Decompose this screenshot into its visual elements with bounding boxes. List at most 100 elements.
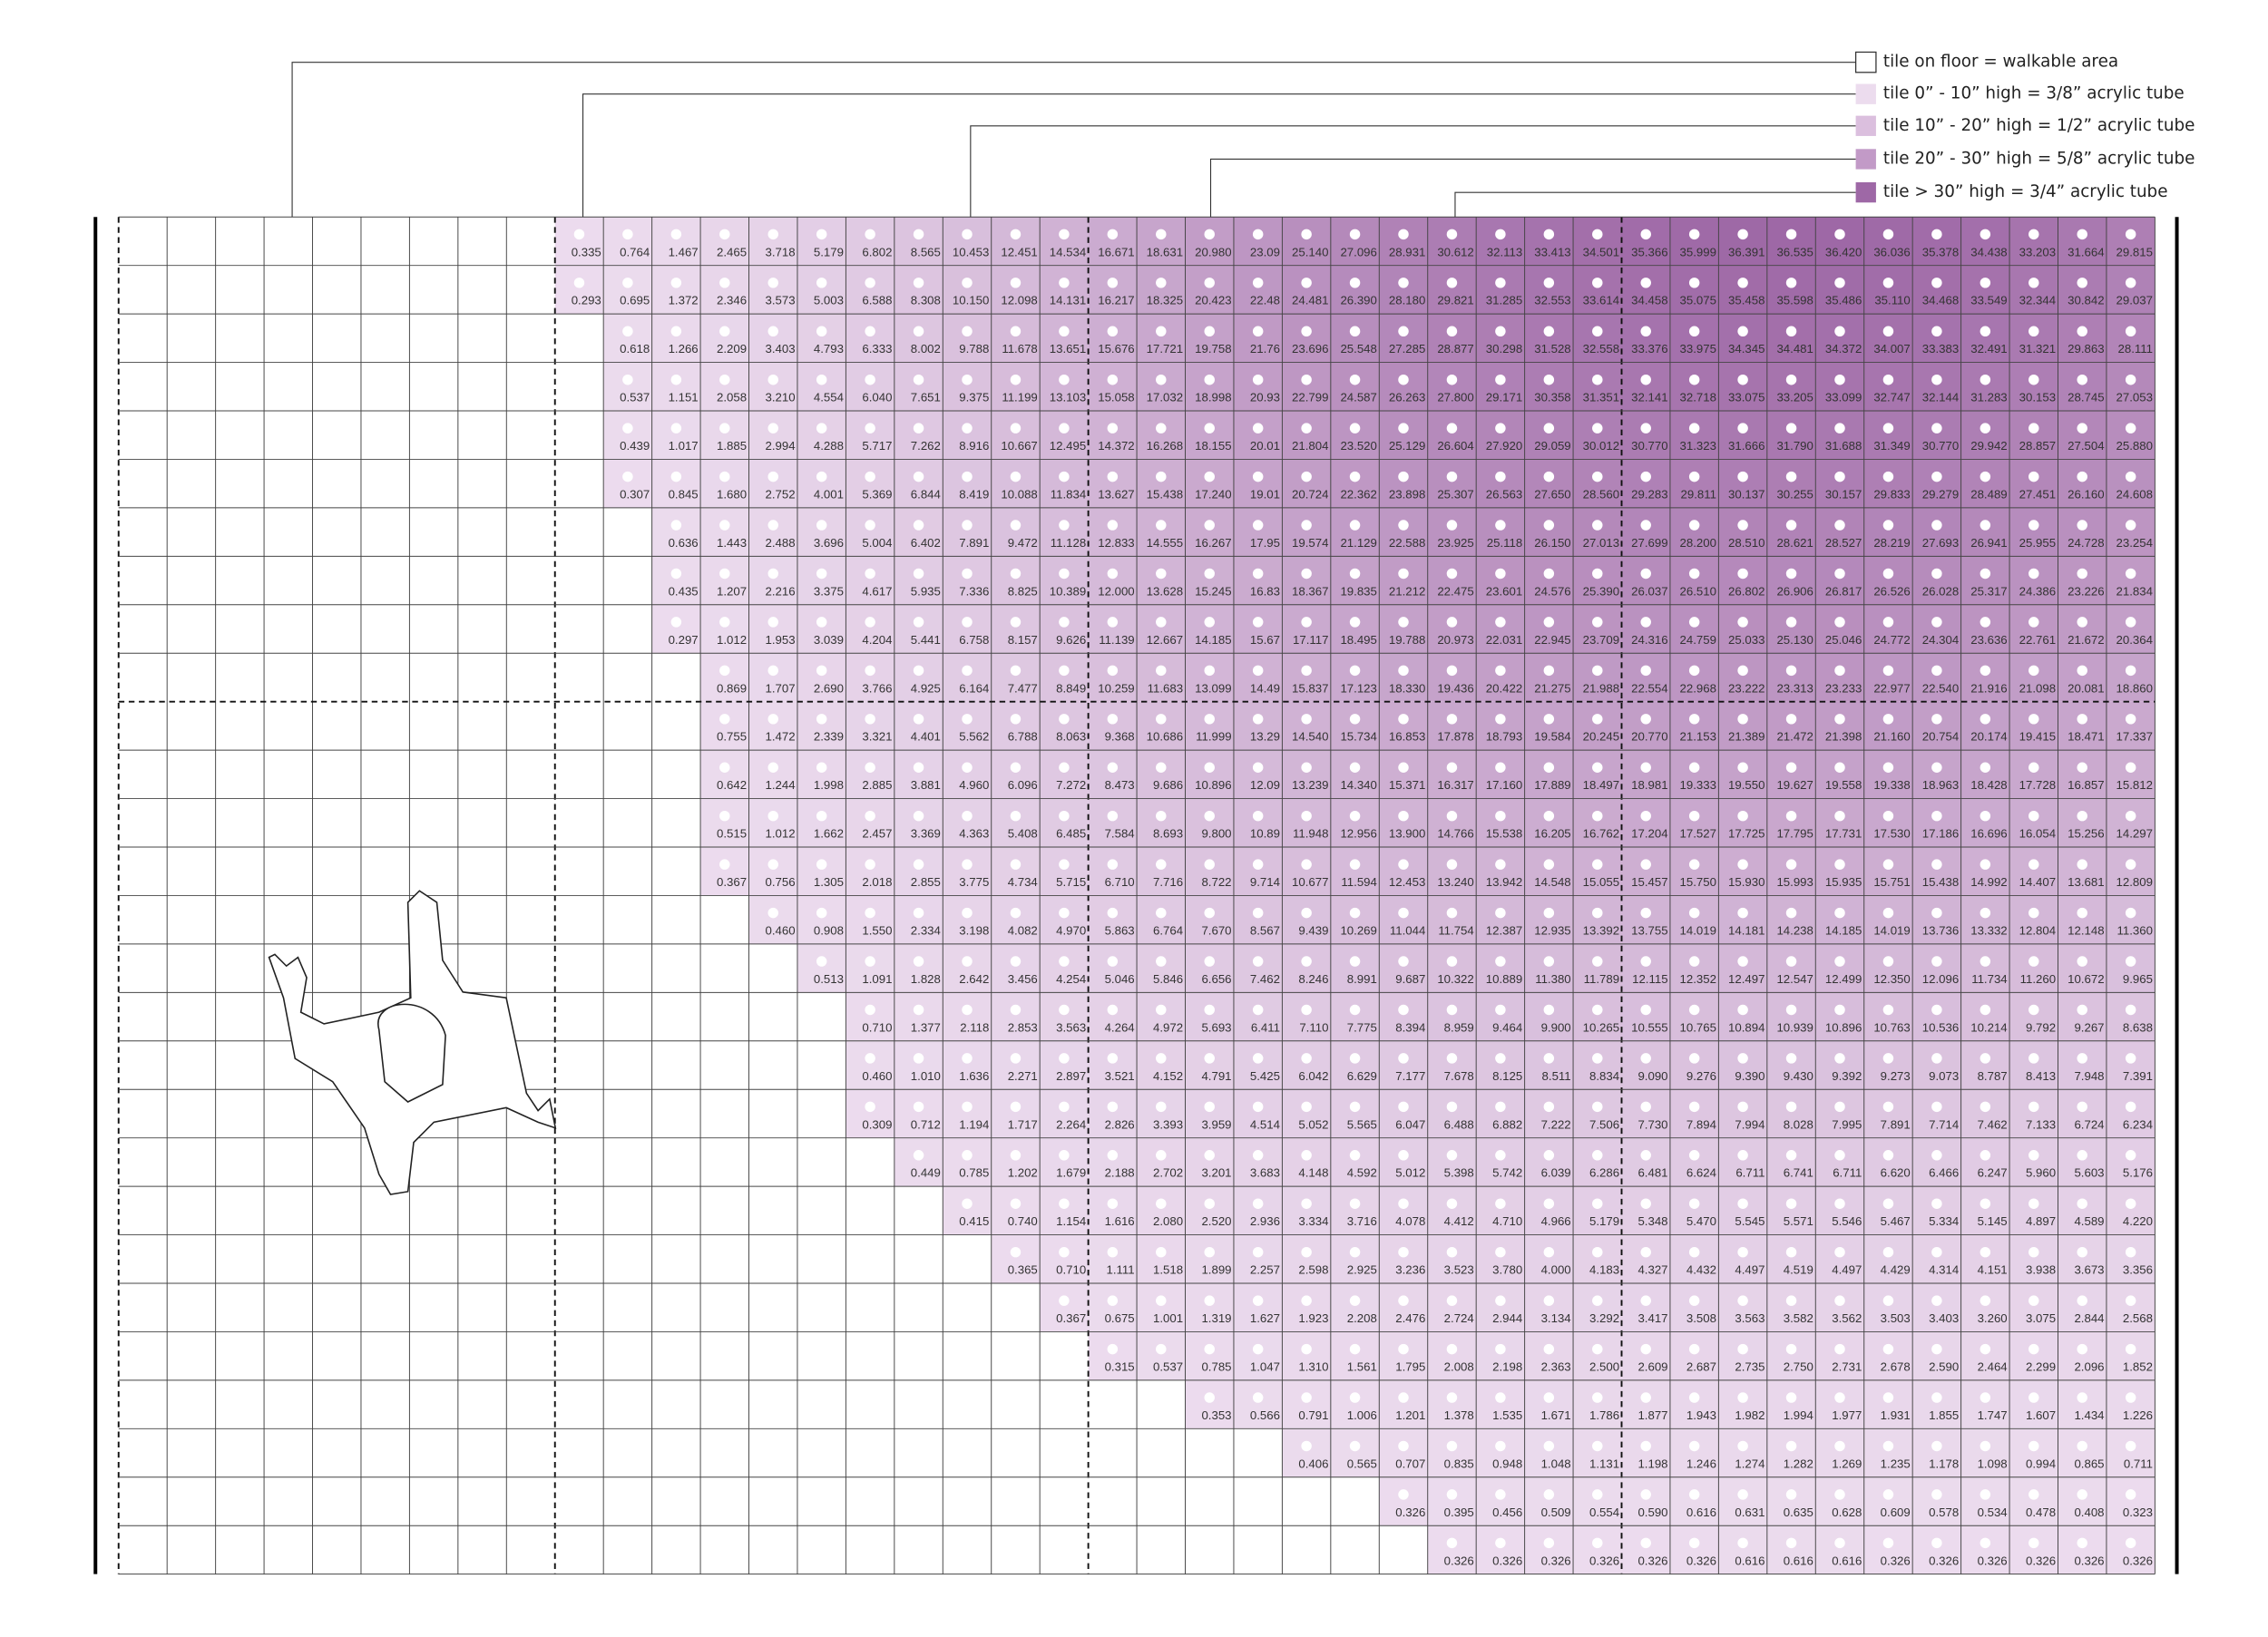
- tile: [1573, 653, 1622, 702]
- tube-dot: [670, 617, 682, 628]
- tile: [700, 798, 749, 848]
- tile: [2058, 1379, 2107, 1429]
- tube-dot: [767, 617, 778, 628]
- tile: [1960, 943, 2010, 993]
- tube-dot: [1349, 1295, 1361, 1306]
- tube-dot: [1737, 1004, 1748, 1016]
- tile-value: 1.518: [1153, 1263, 1183, 1277]
- tile-value: 8.959: [1444, 1020, 1474, 1034]
- tile-value: 0.515: [717, 827, 747, 841]
- tile-value: 10.896: [1825, 1020, 1862, 1034]
- tile: [1330, 750, 1380, 799]
- tile: [1379, 1331, 1428, 1380]
- tube-dot: [2028, 1101, 2039, 1113]
- tile: [1573, 1525, 1622, 1574]
- tube-dot: [1931, 1537, 1942, 1549]
- tube-dot: [1882, 278, 1894, 288]
- tube-dot: [1059, 423, 1070, 434]
- tube-dot: [670, 568, 682, 580]
- tile-value: 13.755: [1631, 923, 1667, 937]
- tile: [1621, 314, 1670, 363]
- tile-value: 1.923: [1298, 1311, 1328, 1325]
- tile-value: 34.007: [1873, 342, 1910, 356]
- tile-value: 3.938: [2026, 1263, 2056, 1277]
- tile: [1960, 362, 2010, 412]
- tile-value: 4.078: [1395, 1214, 1425, 1228]
- tube-dot: [1398, 1101, 1409, 1113]
- tile: [1427, 1331, 1477, 1380]
- tube-dot: [2125, 665, 2136, 677]
- tile-value: 27.096: [1340, 245, 1376, 258]
- tile: [1330, 653, 1380, 702]
- tile-value: 20.423: [1195, 294, 1231, 307]
- tile-value: 0.406: [1298, 1457, 1328, 1470]
- tube-dot: [865, 374, 875, 385]
- tube-dot: [1931, 665, 1942, 677]
- tile: [1427, 895, 1477, 944]
- tube-dot: [622, 278, 633, 288]
- tube-dot: [1252, 1392, 1264, 1403]
- tile-value: 16.762: [1583, 827, 1619, 841]
- tube-dot: [767, 907, 778, 919]
- tube-dot: [1495, 1392, 1506, 1403]
- tube-dot: [1349, 278, 1361, 288]
- tile-value: 7.948: [2074, 1069, 2104, 1083]
- tile: [1282, 895, 1331, 944]
- tube-dot: [1640, 568, 1651, 580]
- tube-dot: [1882, 859, 1894, 870]
- tube-dot: [2028, 1053, 2039, 1064]
- tile: [1040, 265, 1089, 315]
- tube-dot: [1785, 568, 1797, 580]
- tile-value: 16.268: [1147, 439, 1183, 453]
- tube-dot: [1882, 568, 1894, 580]
- tile-value: 4.592: [1347, 1166, 1377, 1180]
- tile-value: 9.073: [1929, 1069, 1959, 1083]
- tube-dot: [1640, 229, 1651, 240]
- tile: [943, 362, 992, 412]
- tile: [1524, 217, 1574, 266]
- tile: [1233, 992, 1283, 1041]
- tube-dot: [1398, 520, 1409, 531]
- tube-dot: [2028, 714, 2039, 725]
- tile: [2009, 1234, 2058, 1283]
- tile-value: 1.607: [2026, 1408, 2056, 1422]
- tile-value: 7.730: [1637, 1117, 1667, 1131]
- tile-value: 11.360: [2117, 923, 2153, 937]
- tile: [2058, 701, 2107, 751]
- tile: [1960, 1525, 2010, 1574]
- tile: [2106, 1234, 2156, 1283]
- tile-value: 0.578: [1929, 1505, 1959, 1519]
- tile: [2009, 217, 2058, 266]
- tile-value: 33.099: [1825, 391, 1862, 404]
- tile-value: 9.276: [1686, 1069, 1716, 1083]
- tile: [1815, 265, 1864, 315]
- tile: [991, 653, 1041, 702]
- tube-dot: [719, 859, 730, 870]
- tube-dot: [1059, 907, 1070, 919]
- tube-dot: [1980, 423, 1991, 434]
- tile-value: 3.236: [1395, 1263, 1425, 1277]
- tile-value: 29.833: [1873, 488, 1910, 502]
- tile-value: 6.042: [1298, 1069, 1328, 1083]
- tube-dot: [719, 762, 730, 773]
- tube-dot: [962, 762, 973, 773]
- tube-dot: [1980, 1440, 1991, 1452]
- tile-value: 2.208: [1347, 1311, 1377, 1325]
- tile-value: 12.833: [1098, 536, 1134, 550]
- tube-dot: [816, 810, 827, 822]
- tile: [1379, 943, 1428, 993]
- tube-dot: [913, 956, 924, 967]
- tile: [1718, 1525, 1767, 1574]
- tube-dot: [2028, 568, 2039, 580]
- tile: [797, 217, 846, 266]
- tube-dot: [1688, 1537, 1700, 1549]
- tile: [1233, 556, 1283, 605]
- tile: [1960, 217, 2010, 266]
- tile-value: 30.770: [1631, 439, 1667, 453]
- tile-value: 14.185: [1195, 633, 1231, 647]
- tile: [1282, 1379, 1331, 1429]
- tube-dot: [2028, 1198, 2039, 1209]
- tile-value: 17.530: [1873, 827, 1910, 841]
- tile: [1088, 798, 1138, 848]
- tube-dot: [913, 714, 924, 725]
